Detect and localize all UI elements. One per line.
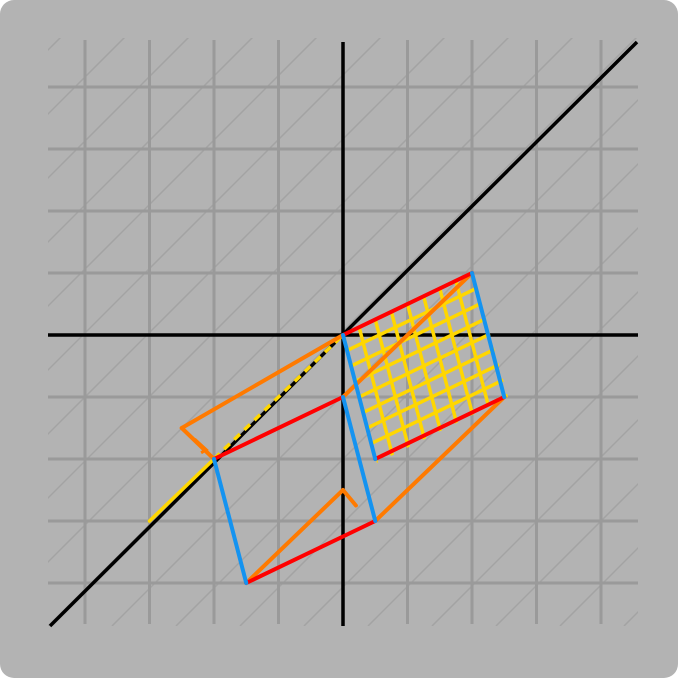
orange-diagonal (341, 488, 358, 508)
lower-red-edge (212, 395, 345, 461)
upper-red-edge (341, 271, 474, 337)
lower-blue-edge (341, 395, 378, 523)
hatch-line (48, 38, 318, 308)
hatch-line (48, 38, 446, 436)
orange-triangle-edge (179, 333, 345, 430)
hatch-line (367, 354, 638, 626)
hatch-line (48, 38, 190, 180)
upper-blue-edge (470, 271, 507, 399)
hatch-line (48, 38, 510, 500)
hatch-line (431, 418, 638, 626)
orange-diagonal (341, 271, 474, 399)
orange-diagonal (373, 395, 507, 523)
hatch-line (239, 226, 638, 626)
lower-blue-edge (212, 457, 249, 585)
lattice-line (343, 317, 508, 446)
transformed-shapes (147, 271, 507, 585)
hatch-line (495, 482, 638, 626)
dashed-projection-line (212, 333, 345, 461)
hatch-line (303, 290, 638, 626)
diagonal-hatching (48, 38, 638, 626)
upper-red-edge (373, 395, 507, 461)
upper-blue-edge (341, 333, 378, 461)
right-angle-mark (193, 438, 209, 455)
orange-diagonal (244, 488, 345, 585)
hatch-line (175, 162, 638, 626)
lower-red-edge (244, 519, 378, 585)
hatch-line (48, 38, 254, 244)
projection-segment (147, 457, 216, 523)
hatch-line (48, 38, 382, 372)
